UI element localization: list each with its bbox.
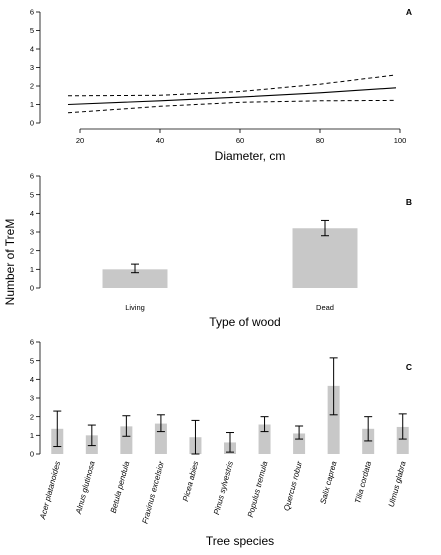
panel-a-y-tick-label: 1 <box>30 100 34 109</box>
panel-a-y-tick-label: 6 <box>30 8 34 17</box>
panel-a-x-tick-label: 40 <box>156 136 164 145</box>
panel-a-y-tick-label: 3 <box>30 63 34 72</box>
panel-c-y-tick-label: 4 <box>30 375 34 384</box>
panel-c-category-label: Pinus sylvestris <box>212 460 235 516</box>
panel-a-x-axis-title: Diameter, cm <box>215 149 286 163</box>
panel-a-x-tick-label: 100 <box>394 136 407 145</box>
panel-a-y-tick-label: 2 <box>30 82 34 91</box>
panel-c-category-label: Betula pendula <box>109 460 132 514</box>
panel-b: 0 1 2 3 4 5 6 B Living Dead Type of wood <box>30 172 412 329</box>
panel-b-bar <box>292 228 358 288</box>
panel-c-y-tick-label: 5 <box>30 356 34 365</box>
panel-a-letter: A <box>406 7 412 17</box>
panel-b-x-axis-title: Type of wood <box>209 315 280 329</box>
panel-a-series-fit <box>67 87 397 106</box>
panel-c-category-label: Picea abies <box>181 460 200 502</box>
panel-b-y-tick-label: 4 <box>30 209 34 218</box>
panel-a-y-tick-label: 0 <box>30 119 34 128</box>
panel-c-category-label: Fraxinus excelsior <box>140 460 165 525</box>
panel-c-bar <box>327 385 340 454</box>
panel-c-y-tick-label: 3 <box>30 394 34 403</box>
panel-b-y-tick-label: 1 <box>30 265 34 274</box>
panel-c: 0 1 2 3 4 5 6 C Acer platanoides Alnus glutinosa B… <box>30 338 412 548</box>
panel-b-letter: B <box>406 197 412 207</box>
panel-a-x-tick-label: 60 <box>236 136 244 145</box>
panel-c-letter: C <box>406 362 412 372</box>
panel-b-y-tick-label: 3 <box>30 228 34 237</box>
panel-b-category-label: Living <box>125 303 145 312</box>
panel-a-y-tick-label: 4 <box>30 45 34 54</box>
panel-c-category-label: Ulmus glabra <box>387 460 408 508</box>
panel-a-x-tick-label: 80 <box>316 136 324 145</box>
panel-c-category-label: Alnus glutinosa <box>74 460 97 516</box>
panel-a-y-tick-label: 5 <box>30 26 34 35</box>
panel-b-y-tick-label: 2 <box>30 246 34 255</box>
panel-c-category-label: Salix caprea <box>318 460 338 505</box>
panel-c-y-tick-label: 1 <box>30 431 34 440</box>
panel-b-bar <box>102 269 168 288</box>
panel-b-y-tick-label: 5 <box>30 190 34 199</box>
panel-b-category-label: Dead <box>316 303 334 312</box>
panel-b-y-tick-label: 0 <box>30 284 34 293</box>
panel-c-category-label: Acer platanoides <box>38 460 62 521</box>
panel-a-x-tick-label: 20 <box>76 136 84 145</box>
panel-c-x-axis-title: Tree species <box>206 534 274 548</box>
panel-c-bar <box>120 426 133 454</box>
panel-c-category-label: Populus tremula <box>246 460 270 519</box>
panel-c-y-tick-label: 0 <box>30 450 34 459</box>
panel-c-category-label: Tilia cordata <box>353 460 373 505</box>
panel-c-category-label: Quercus robur <box>282 460 304 512</box>
panel-c-y-tick-label: 2 <box>30 412 34 421</box>
shared-y-axis-title: Number of TreM <box>3 219 17 306</box>
panel-a: 0 1 2 3 4 5 6 A 20 40 60 80 100 Diameter, cm <box>30 7 412 163</box>
panel-a-series-ci-upper <box>67 74 397 97</box>
panel-c-bar <box>396 426 409 454</box>
panel-b-y-tick-label: 6 <box>30 172 34 181</box>
panel-c-y-tick-label: 6 <box>30 338 34 347</box>
